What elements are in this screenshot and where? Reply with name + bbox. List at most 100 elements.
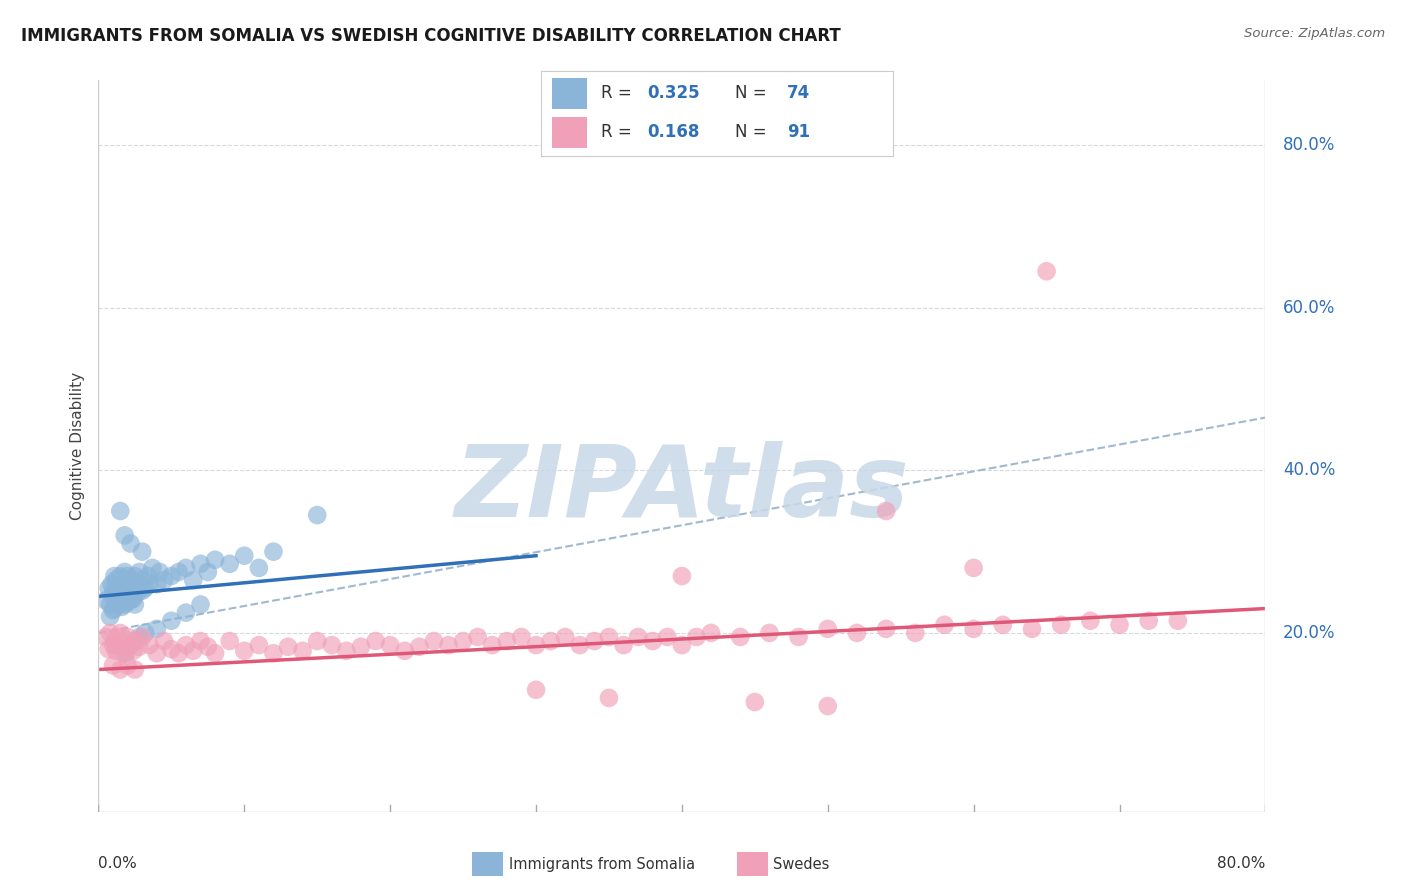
Point — [120, 536, 142, 550]
Point — [97, 642, 120, 657]
Point — [321, 638, 343, 652]
Point — [875, 622, 897, 636]
Point — [962, 622, 984, 636]
Point — [496, 634, 519, 648]
Point — [598, 630, 620, 644]
Text: Immigrants from Somalia: Immigrants from Somalia — [509, 857, 695, 871]
Text: 91: 91 — [787, 123, 810, 141]
Point — [700, 626, 723, 640]
Point — [277, 640, 299, 654]
Point — [131, 573, 153, 587]
Point — [108, 598, 131, 612]
Point — [124, 598, 146, 612]
Point — [114, 528, 136, 542]
Point — [657, 630, 679, 644]
Point — [218, 557, 240, 571]
Point — [122, 644, 145, 658]
Point — [817, 622, 839, 636]
Text: 20.0%: 20.0% — [1282, 624, 1336, 642]
Point — [110, 504, 132, 518]
Point — [1021, 622, 1043, 636]
Point — [307, 634, 329, 648]
Point — [101, 638, 124, 652]
Point — [103, 569, 125, 583]
Point — [153, 634, 176, 648]
Point — [98, 609, 121, 624]
Point — [524, 638, 547, 652]
Point — [112, 646, 135, 660]
Point — [101, 590, 124, 604]
Point — [408, 640, 430, 654]
Point — [160, 614, 183, 628]
Point — [97, 581, 120, 595]
Point — [104, 644, 127, 658]
Point — [124, 634, 146, 648]
Bar — [551, 78, 588, 109]
Text: 0.168: 0.168 — [647, 123, 699, 141]
Point — [671, 638, 693, 652]
Point — [117, 658, 139, 673]
Point — [247, 561, 270, 575]
Point — [104, 581, 127, 595]
Point — [103, 601, 125, 615]
Point — [100, 577, 122, 591]
Point — [121, 581, 143, 595]
Point — [380, 638, 402, 652]
Point — [1137, 614, 1160, 628]
Point — [190, 634, 212, 648]
Point — [204, 646, 226, 660]
Point — [685, 630, 707, 644]
Point — [101, 585, 124, 599]
Text: IMMIGRANTS FROM SOMALIA VS SWEDISH COGNITIVE DISABILITY CORRELATION CHART: IMMIGRANTS FROM SOMALIA VS SWEDISH COGNI… — [21, 27, 841, 45]
Point — [138, 577, 160, 591]
Point — [111, 581, 134, 595]
Point — [197, 565, 219, 579]
Point — [190, 598, 212, 612]
Text: ZIPAtlas: ZIPAtlas — [454, 442, 910, 539]
Point — [117, 595, 139, 609]
Point — [467, 630, 489, 644]
Point — [875, 504, 897, 518]
Point — [110, 626, 132, 640]
Point — [103, 634, 125, 648]
Point — [291, 644, 314, 658]
Point — [108, 577, 131, 591]
Point — [122, 590, 145, 604]
Point — [568, 638, 591, 652]
Point — [131, 583, 153, 598]
Point — [124, 663, 146, 677]
Point — [394, 644, 416, 658]
Point — [481, 638, 503, 652]
Point — [104, 638, 127, 652]
Point — [138, 638, 160, 652]
Point — [110, 663, 132, 677]
Point — [641, 634, 664, 648]
Point — [122, 591, 145, 606]
Point — [190, 557, 212, 571]
Point — [128, 640, 150, 654]
Point — [174, 638, 197, 652]
Point — [437, 638, 460, 652]
Point — [1167, 614, 1189, 628]
Point — [112, 573, 135, 587]
Point — [598, 690, 620, 705]
Point — [787, 630, 810, 644]
Point — [817, 699, 839, 714]
Point — [146, 622, 169, 636]
Point — [125, 577, 148, 591]
Point — [117, 590, 139, 604]
Bar — [551, 117, 588, 147]
Text: 40.0%: 40.0% — [1282, 461, 1336, 479]
Point — [153, 573, 176, 587]
Point — [128, 630, 150, 644]
Point — [128, 565, 150, 579]
Point — [101, 658, 124, 673]
Point — [451, 634, 474, 648]
Point — [510, 630, 533, 644]
Point — [114, 598, 136, 612]
Point — [160, 569, 183, 583]
Point — [111, 593, 134, 607]
Point — [114, 632, 136, 647]
Text: 80.0%: 80.0% — [1218, 856, 1265, 871]
Text: N =: N = — [735, 85, 772, 103]
